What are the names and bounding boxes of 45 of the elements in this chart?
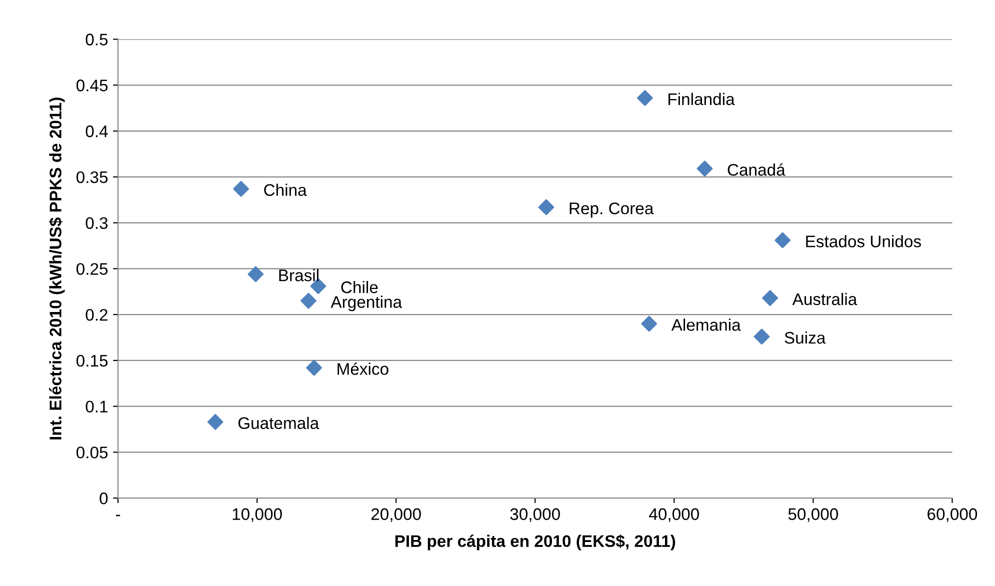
y-tick-label: 0.3 [86,217,108,229]
x-tick-label: 60,000 [928,508,978,522]
x-axis-title: PIB per cápita en 2010 (EKS$, 2011) [395,534,676,550]
point [538,199,554,216]
annotation: China [264,184,307,196]
point [774,232,791,248]
y-tick-label: 0 [100,492,108,504]
x-tick-label: 10,000 [232,508,282,522]
y-axis-title: Int. Eléctrica 2010 (kWh/US$ PPKS de 2011) [48,98,65,440]
annotation: Australia [792,292,858,306]
y-tick-label: 0.5 [86,34,108,46]
annotation: Alemania [671,318,741,331]
point [696,160,713,177]
x-tick-label: 50,000 [788,508,838,522]
annotation: Rep. Corea [570,202,654,218]
y-tick-label: 0.05 [76,446,108,458]
annotation: México [338,362,388,375]
point [636,90,653,106]
y-tick-label: 0.35 [76,171,108,184]
point [248,266,264,282]
annotation: Suiza [784,331,826,344]
annotation: Chile [341,280,378,294]
x-tick-label: 40,000 [649,508,699,522]
point [300,292,316,309]
y-tick-label: 0.4 [86,125,108,138]
point [641,316,658,332]
annotation: Estados Unidos [806,235,921,248]
annotation: Finlandia [668,92,735,106]
y-tick-label: 0.25 [76,263,108,275]
annotation: Argentina [330,296,402,312]
y-tick-label: 0.2 [86,308,108,321]
x-tick-label: 30,000 [510,508,560,522]
x-tick-label: - [116,514,120,516]
y-tick-label: 0.45 [76,80,108,92]
point [762,290,778,306]
annotation: Guatemala [238,416,320,430]
y-tick-label: 0.15 [76,354,108,367]
point [233,180,250,197]
point [207,414,224,430]
point [306,360,322,376]
annotation: Brasil [279,269,318,282]
x-tick-label: 20,000 [371,508,421,522]
y-tick-label: 0.1 [86,400,108,413]
point [754,328,770,345]
annotation: Canadá [728,163,786,176]
